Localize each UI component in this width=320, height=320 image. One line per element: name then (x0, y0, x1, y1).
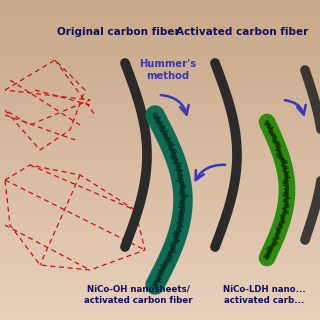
Text: Original carbon fiber: Original carbon fiber (57, 27, 179, 37)
Text: Hummer's
method: Hummer's method (140, 59, 196, 81)
Text: NiCo-OH nanosheets/
activated carbon fiber: NiCo-OH nanosheets/ activated carbon fib… (84, 285, 192, 305)
Text: Activated carbon fiber: Activated carbon fiber (176, 27, 308, 37)
Text: NiCo-LDH nano...
activated carb...: NiCo-LDH nano... activated carb... (223, 285, 305, 305)
